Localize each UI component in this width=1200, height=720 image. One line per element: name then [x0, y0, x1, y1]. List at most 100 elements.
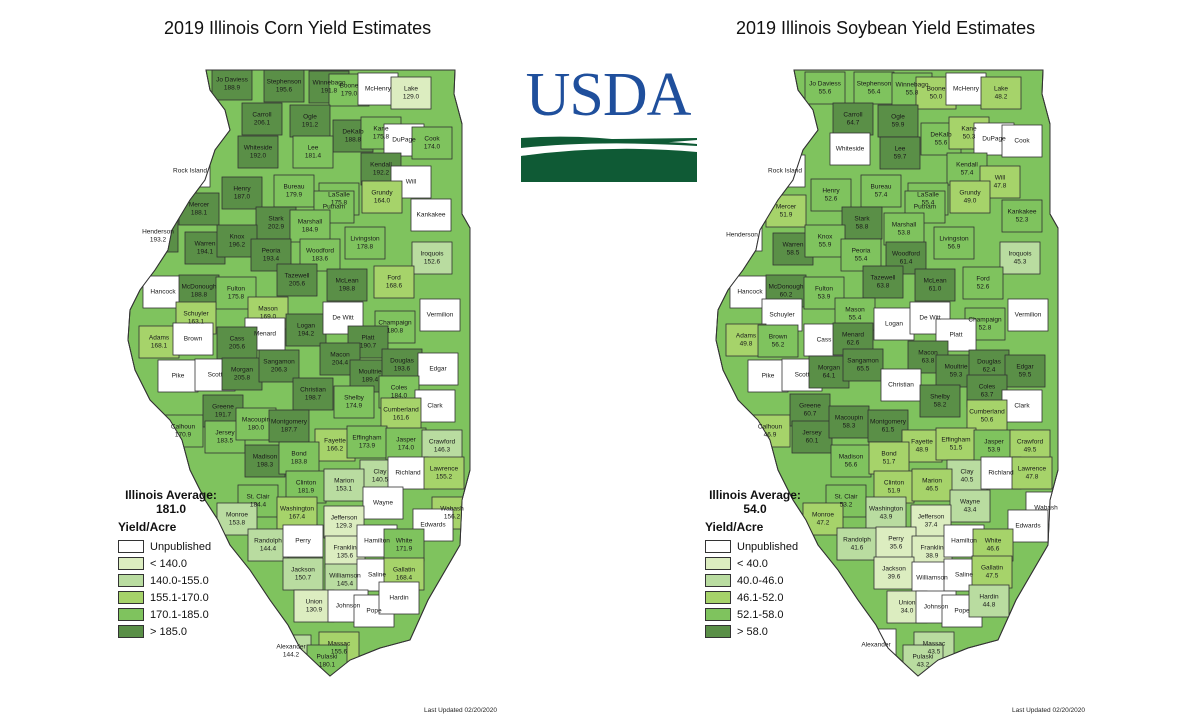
county-yield-value: 169.0: [259, 313, 277, 320]
county-label: Monroe 47.2: [812, 512, 834, 527]
county-name: Iroquois: [1008, 250, 1032, 258]
county-label: Jo Daviess 188.9: [216, 77, 248, 92]
corn-yield-map: Jo Daviess 188.9 Stephenson 195.6 Winnebago 1…: [118, 69, 497, 714]
county-name: Knox: [817, 233, 833, 241]
legend-swatch: [705, 591, 731, 604]
county-label: DuPage: [392, 136, 416, 144]
county-shape: [417, 352, 459, 386]
legend-label: 140.0-155.0: [150, 574, 209, 587]
county-label: De Witt: [332, 314, 353, 322]
county-shape: [808, 355, 850, 389]
county-shape: [877, 104, 919, 138]
county-name: Sangamon: [847, 357, 879, 365]
legend-label: 40.0-46.0: [737, 574, 784, 587]
legend-item: 52.1-58.0: [705, 606, 798, 623]
county-label: Jasper 53.9: [984, 439, 1004, 454]
county-name: Shelby: [930, 393, 950, 401]
county-name: Kane: [961, 125, 977, 133]
county-name: Macon: [330, 351, 350, 359]
county-label: McHenry: [365, 85, 391, 93]
county-name: Lee: [307, 144, 319, 152]
county-name: Richland: [395, 469, 421, 477]
county-yield-value: 51.5: [949, 444, 963, 451]
county-shape: [829, 132, 871, 166]
county-label: Pike: [762, 372, 775, 380]
county-name: Jo Daviess: [216, 76, 248, 84]
county-shape: [157, 359, 199, 393]
county-label: Brown 56.2: [769, 334, 787, 349]
county-yield-value: 206.3: [270, 366, 288, 373]
county-shape: [1001, 199, 1043, 233]
legend-label: 52.1-58.0: [737, 608, 784, 621]
county-label: Jasper 174.0: [396, 437, 416, 452]
county-label: Saline: [955, 571, 973, 579]
county-name: Morgan: [817, 364, 841, 372]
county-name: Champaign: [968, 316, 1002, 324]
county-shape: [946, 459, 988, 493]
county-label: Monroe 153.8: [226, 512, 248, 527]
county-label: Stark 58.8: [854, 216, 869, 231]
county-name: Fulton: [814, 285, 834, 293]
county-name: Alexander: [276, 643, 306, 651]
legend-item: < 140.0: [118, 555, 211, 572]
legend-swatch: [118, 574, 144, 587]
county-yield-value: 191.8: [320, 87, 338, 94]
county-name: Lake: [993, 85, 1009, 93]
county-shape: [757, 324, 799, 358]
county-yield-value: 180.0: [247, 424, 265, 431]
county-yield-value: 175.8: [330, 199, 348, 206]
county-label: Kane 50.3: [961, 126, 976, 141]
legend-swatch: [118, 540, 144, 553]
county-name: Rock Island: [768, 167, 802, 175]
county-label: Pope: [366, 607, 381, 615]
county-label: Randolph 41.6: [843, 537, 871, 552]
county-name: Henderson: [142, 228, 174, 236]
legend-swatch: [705, 608, 731, 621]
county-name: Ogle: [303, 113, 317, 121]
corn-illinois-outline: [127, 69, 471, 677]
county-name: Moultrie: [358, 368, 382, 376]
county-label: Richland: [395, 469, 420, 477]
county-shape: [414, 389, 456, 423]
county-name: Lee: [894, 145, 906, 153]
county-label: Ogle 59.9: [891, 114, 905, 129]
legend-label: < 40.0: [737, 557, 768, 570]
county-name: Gallatin: [980, 564, 1004, 572]
county-label: Greene 60.7: [799, 403, 821, 418]
county-label: Effingham 173.9: [352, 435, 381, 450]
county-label: Lawrence 155.2: [430, 466, 458, 481]
usda-logo-text: USDA: [525, 61, 692, 129]
county-name: Kane: [373, 125, 389, 133]
county-shape: [867, 409, 909, 443]
county-label: Franklin 38.9: [920, 545, 943, 560]
county-yield-value: 166.2: [326, 445, 344, 452]
county-label: Platt 190.7: [360, 335, 376, 350]
county-yield-value: 43.2: [916, 661, 930, 668]
county-yield-value: 50.3: [962, 133, 976, 140]
county-name: Livingston: [939, 235, 969, 243]
county-label: Menard 62.6: [842, 332, 864, 347]
county-yield-value: 61.4: [899, 258, 913, 265]
county-yield-value: 52.8: [978, 324, 992, 331]
county-label: Putnam: [914, 203, 936, 211]
legend-label: Unpublished: [150, 540, 212, 553]
county-label: Williamson 145.4: [329, 573, 360, 588]
county-label: Fulton 175.8: [227, 286, 245, 301]
county-name: Whiteside: [835, 145, 865, 153]
county-name: Marion: [922, 477, 942, 485]
county-yield-value: 192.2: [372, 169, 390, 176]
county-name: Calhoun: [170, 423, 196, 431]
county-name: Massac: [327, 640, 351, 648]
county-name: Clark: [1014, 402, 1030, 410]
corn-legend-title: Yield/Acre: [118, 520, 177, 534]
county-shape: [289, 104, 331, 138]
county-shape: [968, 584, 1010, 618]
county-yield-value: 52.6: [976, 283, 990, 290]
county-label: Tazewell 63.8: [871, 275, 896, 290]
county-label: Woodford 61.4: [892, 251, 920, 266]
county-yield-value: 204.4: [331, 359, 349, 366]
county-shape: [949, 180, 991, 214]
county-yield-value: 188.1: [190, 209, 208, 216]
county-yield-value: 47.8: [1025, 473, 1039, 480]
